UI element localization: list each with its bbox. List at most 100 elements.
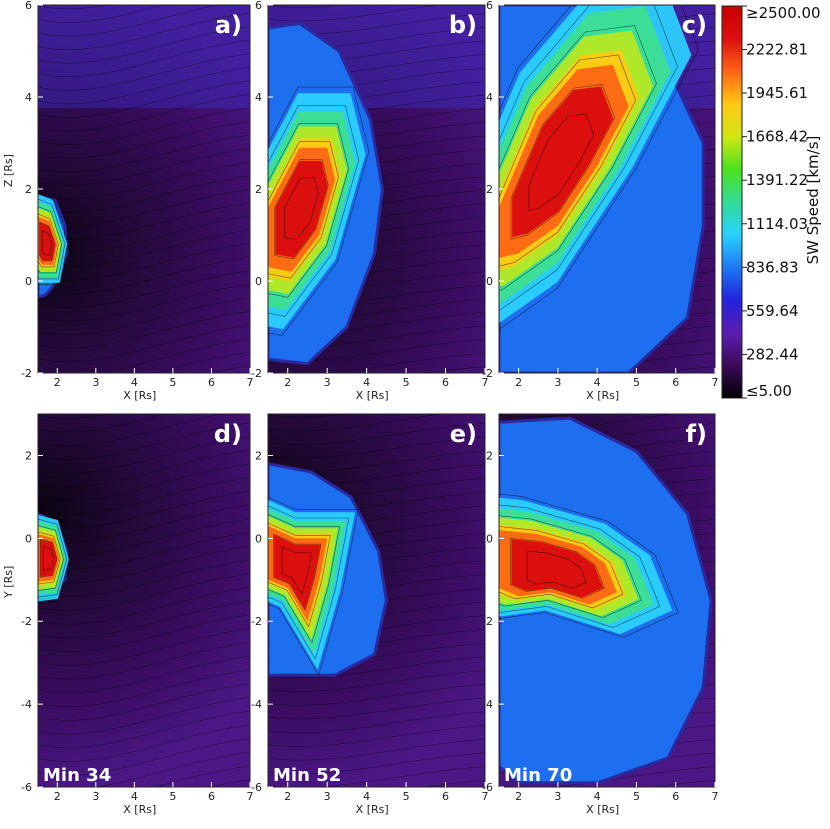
time-label: Min 34 (43, 765, 111, 786)
x-tick-label: 4 (363, 790, 370, 803)
y-tick-label: 0 (486, 275, 493, 288)
y-tick-label: 6 (25, 0, 32, 12)
x-tick-label: 4 (131, 790, 138, 803)
y-tick-label: 6 (255, 0, 262, 12)
panel-label: e) (450, 420, 477, 448)
colorbar-scale (721, 5, 743, 399)
panel-label: a) (215, 11, 242, 39)
plot-background (38, 414, 250, 787)
x-axis-label: X [Rs] (586, 803, 619, 816)
cme-core-high-speed (40, 539, 57, 577)
x-axis-label: X [Rs] (356, 389, 389, 402)
x-tick-label: 4 (363, 376, 370, 389)
x-axis-label: X [Rs] (123, 803, 156, 816)
panel-c: 2 3 4 5 6 7 X [Rs] -2 0 2 4 6 c) (482, 0, 719, 402)
x-tick-label: 2 (284, 790, 291, 803)
panel-d: 2 3 4 5 6 7 X [Rs] -6 -4 -2 0 2 Y [Rs] d) Min 34 (2, 413, 254, 816)
y-tick-label: -2 (21, 615, 32, 628)
cme-core-high-speed (512, 86, 614, 238)
x-tick-label: 3 (92, 790, 99, 803)
x-tick-label: 4 (131, 376, 138, 389)
time-label: Min 70 (504, 765, 572, 786)
x-tick-label: 7 (247, 790, 254, 803)
y-tick-label: -6 (482, 781, 493, 794)
panel-label: f) (686, 420, 707, 448)
colorbar-tick-label: 1391.22 (746, 171, 808, 189)
x-tick-label: 3 (554, 790, 561, 803)
y-tick-label: 0 (486, 532, 493, 545)
plot-background (38, 5, 250, 373)
y-tick-label: -2 (21, 367, 32, 380)
y-tick-label: 2 (255, 449, 262, 462)
y-tick-label: 0 (25, 275, 32, 288)
colorbar: ≥2500.00 2222.81 1945.61 1668.42 1391.22 1114… (721, 4, 822, 400)
plot-frame (37, 413, 251, 788)
panel-b: 2 3 4 5 6 7 X [Rs] -2 0 2 4 6 b) (251, 0, 488, 402)
x-tick-label: 6 (672, 376, 679, 389)
colorbar-tick-label: ≤5.00 (746, 382, 792, 400)
colorbar-title: SW Speed [km/s] (804, 136, 822, 265)
x-tick-label: 5 (169, 790, 176, 803)
cme-structure (268, 21, 384, 366)
y-tick-label: 0 (255, 275, 262, 288)
x-tick-label: 5 (633, 376, 640, 389)
y-tick-label: -6 (21, 781, 32, 794)
x-tick-label: 6 (442, 376, 449, 389)
plot-frame (498, 413, 716, 788)
x-tick-label: 7 (712, 376, 719, 389)
x-tick-label: 7 (712, 790, 719, 803)
x-tick-label: 2 (284, 376, 291, 389)
colorbar-tick-label: 1668.42 (746, 128, 808, 146)
x-tick-label: 6 (672, 790, 679, 803)
y-tick-label: -2 (251, 367, 262, 380)
panel-label: d) (214, 420, 242, 448)
x-tick-label: 3 (324, 376, 331, 389)
y-tick-label: 4 (486, 91, 493, 104)
x-axis-label: X [Rs] (586, 389, 619, 402)
y-tick-label: -2 (482, 367, 493, 380)
y-tick-label: 6 (486, 0, 493, 12)
x-tick-label: 5 (403, 376, 410, 389)
time-label: Min 52 (273, 765, 341, 786)
x-tick-label: 6 (208, 790, 215, 803)
y-axis-label: Z [Rs] (2, 154, 15, 187)
colorbar-tick-label: ≥2500.00 (746, 4, 821, 22)
colorbar-tick-label: 282.44 (746, 345, 799, 363)
y-tick-label: -4 (251, 698, 262, 711)
cme-structure (499, 5, 705, 373)
colorbar-tick-label: 2222.81 (746, 41, 808, 59)
x-tick-label: 5 (403, 790, 410, 803)
y-tick-label: 0 (25, 532, 32, 545)
x-axis-label: X [Rs] (123, 389, 156, 402)
colorbar-tick-label: 1945.61 (746, 84, 808, 102)
y-tick-label: -6 (251, 781, 262, 794)
x-tick-label: 2 (515, 376, 522, 389)
panel-f: 2 3 4 5 6 7 X [Rs] -6 -4 -2 0 2 f) Min 70 (482, 413, 719, 816)
panel-a: 2 3 4 5 6 7 X [Rs] -2 0 2 4 6 Z [Rs] a) (2, 0, 254, 402)
y-tick-label: 4 (25, 91, 32, 104)
x-tick-label: 7 (482, 790, 489, 803)
y-tick-label: -4 (21, 698, 32, 711)
x-tick-label: 2 (515, 790, 522, 803)
colorbar-tick-label: 1114.03 (746, 215, 808, 233)
cme-core-high-speed (39, 222, 55, 261)
x-tick-label: 3 (554, 376, 561, 389)
cme-core-high-speed (275, 160, 328, 258)
y-tick-label: -2 (482, 615, 493, 628)
y-tick-label: 2 (25, 449, 32, 462)
x-tick-label: 5 (169, 376, 176, 389)
cme-structure (38, 191, 69, 299)
colorbar-tick-label: 836.83 (746, 258, 799, 276)
x-tick-label: 5 (633, 790, 640, 803)
cme-structure (38, 512, 71, 604)
cme-structure (268, 462, 388, 677)
y-tick-label: -2 (251, 615, 262, 628)
x-tick-label: 2 (54, 376, 61, 389)
cme-core-high-speed (274, 535, 321, 610)
cme-structure (499, 416, 713, 785)
x-tick-label: 4 (594, 376, 601, 389)
y-tick-label: 2 (486, 183, 493, 196)
x-tick-label: 2 (54, 790, 61, 803)
plot-frame (267, 413, 486, 788)
